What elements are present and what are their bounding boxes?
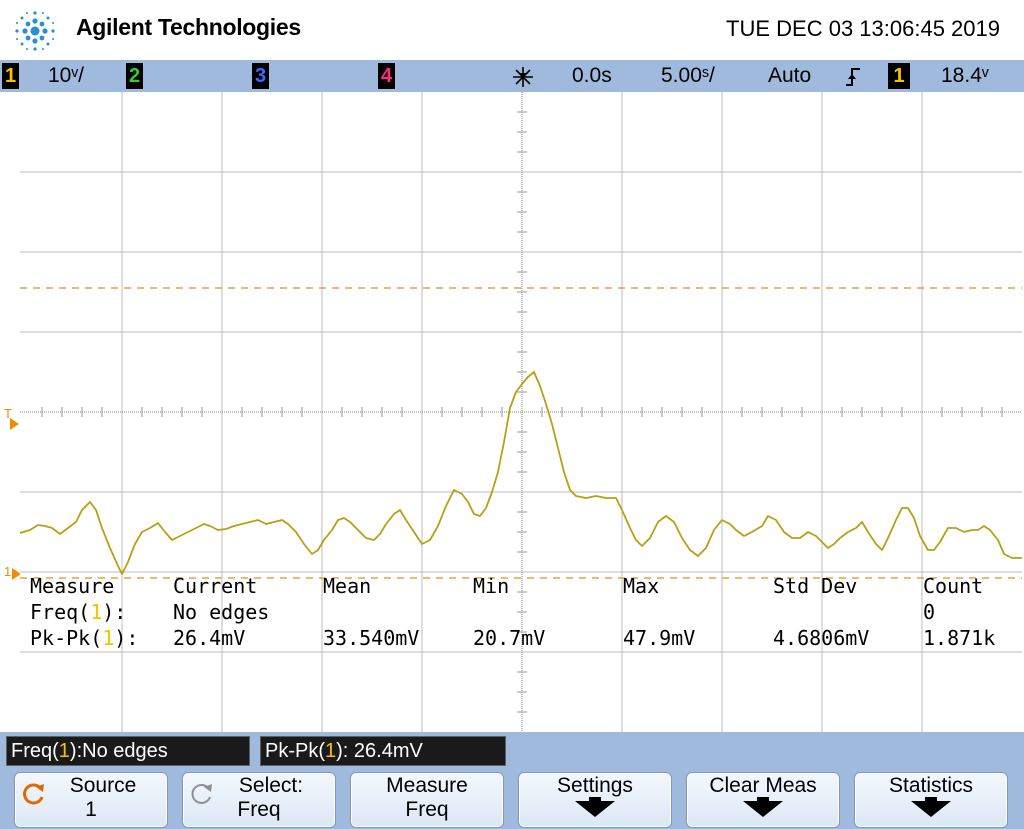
submenu-arrow-icon xyxy=(743,801,783,817)
clear-meas-softkey-label: Clear Meas xyxy=(709,774,817,797)
freq-readout-prefix: Freq( xyxy=(11,740,59,762)
row-pkpk-std: 4.6806mV xyxy=(773,626,870,650)
trigger-position-icon xyxy=(513,67,533,87)
statistics-softkey-label: Statistics xyxy=(888,774,974,797)
select-softkey-label: Select: xyxy=(238,774,304,797)
pkpk-readout-prefix: Pk-Pk( xyxy=(265,740,325,762)
rotate-knob-icon xyxy=(23,783,44,805)
pkpk-readout-channel: 1 xyxy=(325,740,337,762)
row-freq-name: Freq( xyxy=(30,600,91,624)
pkpk-readout-value: ): 26.4mV xyxy=(336,740,423,762)
trigger-level-marker: T xyxy=(4,406,19,430)
row-freq-current: No edges xyxy=(173,600,270,624)
header-mean: Mean xyxy=(323,574,372,598)
measure-softkey-value: Freq xyxy=(405,798,449,821)
row-pkpk-suffix: ): xyxy=(114,626,139,650)
row-pkpk-max: 47.9mV xyxy=(623,626,696,650)
channel-1-ground-marker: 1 xyxy=(4,564,21,580)
channel-1-trace xyxy=(20,371,1022,575)
datetime: TUE DEC 03 13:06:45 2019 xyxy=(726,16,1000,41)
submenu-arrow-icon xyxy=(575,801,615,817)
row-freq-count: 0 xyxy=(923,600,936,624)
statistics-softkey[interactable]: Statistics xyxy=(854,772,1008,828)
row-freq-channel: 1 xyxy=(90,600,103,624)
select-softkey-value: Freq xyxy=(237,798,281,821)
submenu-arrow-stem xyxy=(589,797,601,803)
horizontal-delay: 0.0s xyxy=(572,64,612,87)
measure-softkey[interactable]: Measure Freq xyxy=(350,772,504,828)
rotate-knob-icon-inactive xyxy=(191,784,212,804)
freq-readout: Freq(1):No edges xyxy=(6,736,250,766)
header-count: Count xyxy=(923,574,984,598)
status-bar: 1 10ᵛ/ 2 3 4 0.0s 5.00ˢ/ Auto 1 18.4ᵛ xyxy=(0,60,1024,92)
row-pkpk-channel: 1 xyxy=(102,626,115,650)
source-softkey-value: 1 xyxy=(85,798,97,821)
submenu-arrow-stem xyxy=(925,797,937,803)
header-max: Max xyxy=(623,574,660,598)
clear-meas-softkey[interactable]: Clear Meas xyxy=(686,772,840,828)
channel-4-indicator[interactable]: 4 xyxy=(378,63,395,89)
settings-softkey[interactable]: Settings xyxy=(518,772,672,828)
row-pkpk-count: 1.871k xyxy=(923,626,996,650)
source-softkey-label: Source xyxy=(69,774,137,797)
source-softkey[interactable]: Source 1 xyxy=(14,772,168,828)
row-freq-suffix: ): xyxy=(102,600,127,624)
agilent-logo-icon xyxy=(15,11,55,51)
freq-readout-channel: 1 xyxy=(58,740,70,762)
graticule xyxy=(20,92,1022,732)
trigger-source-indicator: 1 xyxy=(888,63,910,89)
softkey-bar: Freq(1):No edges Pk-Pk(1): 26.4mV Source… xyxy=(0,732,1024,829)
row-pkpk-name: Pk-Pk( xyxy=(30,626,103,650)
submenu-arrow-icon xyxy=(911,801,951,817)
freq-readout-value: ):No edges xyxy=(69,740,168,762)
trigger-level-marker-label: T xyxy=(4,406,12,421)
settings-softkey-label: Settings xyxy=(557,774,633,797)
select-softkey[interactable]: Select: Freq xyxy=(182,772,336,828)
channel-1-indicator[interactable]: 1 xyxy=(2,63,19,89)
pkpk-readout: Pk-Pk(1): 26.4mV xyxy=(260,736,506,766)
waveform-display[interactable] xyxy=(20,92,1022,732)
measure-softkey-label: Measure xyxy=(386,774,468,797)
title-bar: Agilent Technologies TUE DEC 03 13:06:45… xyxy=(0,0,1024,60)
trigger-level: 18.4ᵛ xyxy=(941,64,989,87)
trigger-mode: Auto xyxy=(768,64,812,87)
header-measure: Measure xyxy=(30,574,115,598)
row-pkpk-min: 20.7mV xyxy=(473,626,546,650)
rising-edge-icon xyxy=(846,68,860,86)
row-pkpk-mean: 33.540mV xyxy=(323,626,420,650)
brand-name: Agilent Technologies xyxy=(76,14,301,40)
row-pkpk-label: Pk-Pk(1): xyxy=(30,625,138,651)
submenu-arrow-stem xyxy=(757,797,769,803)
row-freq-label: Freq(1): xyxy=(30,599,126,625)
header-min: Min xyxy=(473,574,510,598)
channel-3-indicator[interactable]: 3 xyxy=(252,63,269,89)
header-current: Current xyxy=(173,574,258,598)
ground-marker-label: 1 xyxy=(4,564,12,579)
header-std-dev: Std Dev xyxy=(773,574,858,598)
timebase: 5.00ˢ/ xyxy=(661,64,715,87)
channel-2-indicator[interactable]: 2 xyxy=(126,63,143,89)
channel-1-scale: 10ᵛ/ xyxy=(48,64,84,87)
row-pkpk-current: 26.4mV xyxy=(173,626,246,650)
